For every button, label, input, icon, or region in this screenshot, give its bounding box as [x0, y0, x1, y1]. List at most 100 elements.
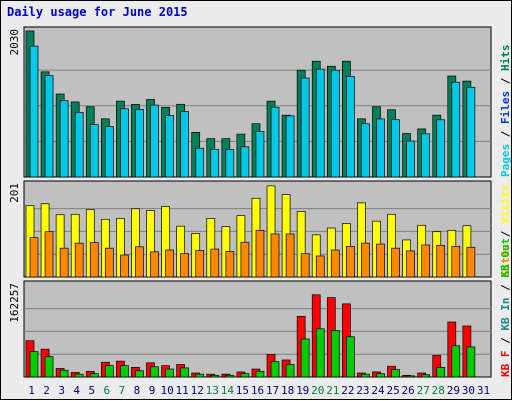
- bar-pages: [150, 104, 159, 178]
- bar-kb-out: [285, 364, 295, 378]
- bar-pages: [29, 45, 39, 178]
- day-label: 2: [43, 384, 50, 397]
- bar-kb-out: [120, 365, 129, 378]
- bar-pages: [225, 149, 235, 178]
- bar-sites: [315, 255, 325, 278]
- day-label: 16: [251, 384, 264, 397]
- bar-pages: [74, 111, 84, 178]
- bar-kb-out: [225, 374, 235, 378]
- y-max-label: 201: [8, 183, 21, 203]
- bar-sites: [89, 242, 99, 278]
- bar-kb-out: [210, 374, 220, 378]
- bar-kb-out: [330, 330, 340, 378]
- day-label: 23: [356, 384, 369, 397]
- bar-kb-out: [89, 373, 99, 378]
- day-label: 12: [191, 384, 204, 397]
- bar-kb-out: [451, 345, 461, 378]
- legend-separator: /: [499, 71, 512, 91]
- bar-sites: [150, 251, 159, 278]
- bar-pages: [300, 77, 310, 178]
- y-max-label: 162257: [8, 283, 21, 323]
- bar-kb-out: [346, 336, 355, 378]
- legend: Pages / Files / Hits: [499, 45, 512, 178]
- bar-sites: [29, 237, 39, 278]
- bar-kb-out: [466, 346, 476, 378]
- day-label: 1: [28, 384, 35, 397]
- bar-pages: [270, 106, 280, 178]
- bar-sites: [255, 229, 265, 278]
- legend-item: KB In: [499, 298, 512, 331]
- legend-item: Sites: [499, 244, 512, 277]
- bar-sites: [210, 248, 220, 278]
- legend-item: Pages: [499, 144, 512, 177]
- day-label: 10: [160, 384, 173, 397]
- bar-kb-out: [240, 373, 250, 378]
- bar-sites: [120, 254, 129, 278]
- day-label: 19: [296, 384, 309, 397]
- bar-sites: [44, 231, 54, 278]
- day-label: 29: [447, 384, 460, 397]
- bar-sites: [330, 249, 340, 278]
- bar-kb-out: [376, 373, 385, 378]
- day-label: 11: [176, 384, 189, 397]
- bar-pages: [44, 75, 54, 178]
- bar-sites: [135, 246, 144, 278]
- legend-item: Visits: [499, 184, 512, 224]
- bar-pages: [285, 115, 295, 178]
- chart-title: Daily usage for June 2015: [7, 5, 188, 19]
- bar-sites: [376, 243, 385, 278]
- bar-kb-out: [361, 373, 370, 378]
- day-label: 25: [386, 384, 399, 397]
- day-label: 6: [104, 384, 111, 397]
- day-label: 27: [417, 384, 430, 397]
- bar-pages: [255, 131, 265, 178]
- legend: KB F / KB In / KB Out: [499, 238, 512, 377]
- bar-pages: [195, 147, 205, 178]
- bar-kb-out: [315, 328, 325, 378]
- bar-sites: [346, 245, 355, 278]
- bar-pages: [451, 81, 461, 178]
- legend-separator: /: [499, 278, 512, 298]
- bar-pages: [346, 75, 355, 178]
- bar-sites: [466, 246, 476, 278]
- day-label: 28: [432, 384, 445, 397]
- bar-sites: [285, 233, 295, 278]
- bar-sites: [270, 233, 280, 278]
- day-label: 31: [477, 384, 490, 397]
- panel-background: [23, 280, 492, 378]
- legend-item: Files: [499, 91, 512, 124]
- day-label: 18: [281, 384, 294, 397]
- legend-item: Hits: [499, 45, 512, 72]
- bar-pages: [89, 124, 99, 178]
- day-label: 14: [221, 384, 235, 397]
- legend-item: KB Out: [499, 238, 512, 278]
- bar-pages: [361, 123, 370, 178]
- bar-kb-out: [180, 367, 189, 378]
- bar-kb-out: [135, 370, 144, 378]
- bar-pages: [104, 126, 114, 178]
- bar-pages: [406, 140, 415, 178]
- bar-kb-out: [59, 369, 69, 378]
- bar-kb-out: [150, 366, 159, 378]
- bar-sites: [165, 249, 174, 278]
- bar-pages: [59, 100, 69, 178]
- day-label: 7: [119, 384, 126, 397]
- legend-separator: /: [499, 224, 512, 244]
- bar-kb-out: [255, 370, 265, 378]
- bar-sites: [436, 245, 446, 278]
- bar-pages: [120, 108, 129, 178]
- bar-kb-out: [29, 351, 39, 378]
- legend-separator: /: [499, 331, 512, 351]
- bar-kb-out: [74, 373, 84, 378]
- day-label: 20: [311, 384, 324, 397]
- bar-sites: [74, 242, 84, 278]
- bar-sites: [59, 247, 69, 278]
- bar-sites: [421, 244, 431, 278]
- day-label: 5: [88, 384, 95, 397]
- day-label: 22: [341, 384, 354, 397]
- bar-kb-out: [104, 365, 114, 378]
- bar-kb-out: [270, 361, 280, 378]
- bar-pages: [240, 146, 250, 178]
- y-max-label: 2030: [8, 29, 21, 56]
